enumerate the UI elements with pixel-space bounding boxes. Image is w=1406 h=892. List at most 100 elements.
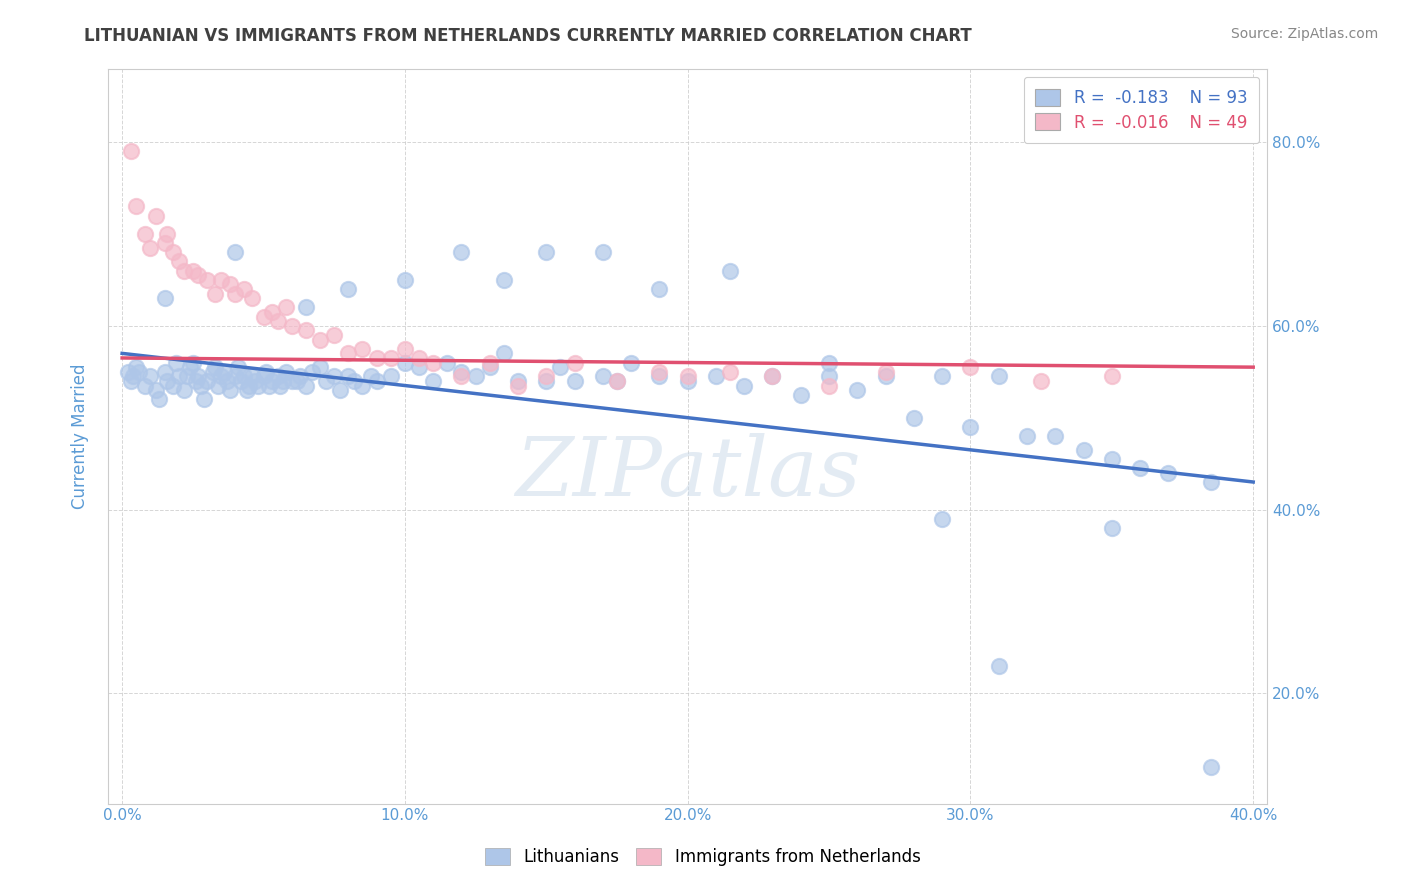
Point <box>179 360 201 375</box>
Point <box>987 369 1010 384</box>
Point <box>117 365 139 379</box>
Point <box>536 369 558 384</box>
Point <box>128 365 150 379</box>
Point <box>125 360 148 375</box>
Point <box>408 360 430 375</box>
Point <box>337 282 360 296</box>
Point <box>1029 374 1052 388</box>
Text: Source: ZipAtlas.com: Source: ZipAtlas.com <box>1230 27 1378 41</box>
Point <box>1101 521 1123 535</box>
Point <box>315 374 337 388</box>
Point <box>718 365 741 379</box>
Point <box>1015 429 1038 443</box>
Point <box>290 369 312 384</box>
Point <box>337 346 360 360</box>
Point <box>1199 760 1222 774</box>
Point <box>1129 461 1152 475</box>
Point <box>366 374 388 388</box>
Point <box>606 374 628 388</box>
Point <box>506 374 529 388</box>
Point <box>187 369 209 384</box>
Point <box>1101 369 1123 384</box>
Point <box>352 342 374 356</box>
Point <box>718 263 741 277</box>
Point <box>450 369 472 384</box>
Point <box>125 199 148 213</box>
Point <box>120 374 142 388</box>
Point <box>260 374 283 388</box>
Point <box>193 392 215 407</box>
Point <box>181 355 204 369</box>
Point <box>301 365 323 379</box>
Point <box>606 374 628 388</box>
Point <box>145 383 167 397</box>
Point <box>337 369 360 384</box>
Point <box>846 383 869 397</box>
Point <box>260 305 283 319</box>
Point <box>156 374 179 388</box>
Point <box>162 245 184 260</box>
Point <box>790 388 813 402</box>
Point <box>959 420 981 434</box>
Point <box>269 378 291 392</box>
Point <box>676 374 699 388</box>
Point <box>215 374 238 388</box>
Point <box>266 314 288 328</box>
Point <box>648 369 671 384</box>
Point <box>266 369 288 384</box>
Point <box>232 282 254 296</box>
Point <box>229 374 252 388</box>
Point <box>148 392 170 407</box>
Point <box>464 369 486 384</box>
Point <box>246 378 269 392</box>
Point <box>295 378 318 392</box>
Point <box>252 310 274 324</box>
Point <box>281 318 304 333</box>
Point <box>931 512 953 526</box>
Point <box>145 209 167 223</box>
Point <box>134 227 156 241</box>
Point <box>257 378 280 392</box>
Point <box>295 301 318 315</box>
Point <box>139 369 162 384</box>
Point <box>187 268 209 283</box>
Point <box>207 378 229 392</box>
Point <box>450 245 472 260</box>
Point <box>704 369 727 384</box>
Point <box>394 273 416 287</box>
Point <box>648 282 671 296</box>
Point <box>195 273 218 287</box>
Point <box>209 369 232 384</box>
Point <box>209 273 232 287</box>
Point <box>366 351 388 365</box>
Point <box>176 369 198 384</box>
Point <box>1157 466 1180 480</box>
Point <box>212 365 235 379</box>
Point <box>478 360 501 375</box>
Point <box>224 286 246 301</box>
Point <box>875 369 897 384</box>
Point <box>394 342 416 356</box>
Point <box>252 369 274 384</box>
Point <box>380 369 402 384</box>
Point <box>343 374 366 388</box>
Point <box>232 369 254 384</box>
Point <box>394 355 416 369</box>
Point <box>156 227 179 241</box>
Y-axis label: Currently Married: Currently Married <box>72 363 89 508</box>
Point <box>360 369 382 384</box>
Point <box>478 355 501 369</box>
Point <box>218 277 240 292</box>
Point <box>492 273 515 287</box>
Point <box>153 291 176 305</box>
Point <box>226 360 249 375</box>
Point <box>352 378 374 392</box>
Point <box>564 374 586 388</box>
Point <box>195 374 218 388</box>
Point <box>903 410 925 425</box>
Point <box>329 383 352 397</box>
Point <box>254 365 277 379</box>
Point <box>1101 452 1123 467</box>
Point <box>987 658 1010 673</box>
Point <box>122 369 145 384</box>
